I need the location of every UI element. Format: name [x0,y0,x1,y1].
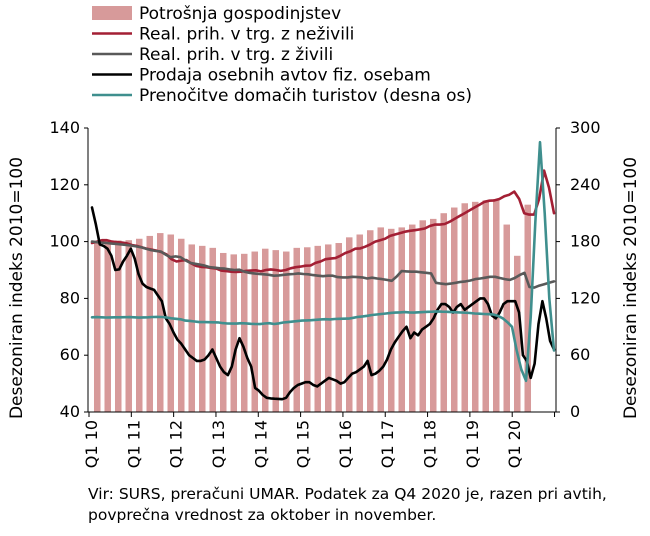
bar-potrosnja-gospodinjstev [282,251,290,412]
bar-potrosnja-gospodinjstev [387,228,395,412]
right-tick-label: 300 [570,118,601,137]
right-tick-label: 240 [570,175,601,194]
bar-potrosnja-gospodinjstev [314,245,322,412]
x-tick-label: Q1 11 [124,420,143,468]
bar-potrosnja-gospodinjstev [408,224,416,412]
bar-potrosnja-gospodinjstev [198,245,206,412]
bar-potrosnja-gospodinjstev [114,240,122,412]
bar-potrosnja-gospodinjstev [251,251,259,412]
x-tick-label: Q1 10 [82,420,101,468]
bar-potrosnja-gospodinjstev [167,234,175,412]
x-tick-label: Q1 17 [378,420,397,468]
bar-potrosnja-gospodinjstev [324,244,332,412]
legend-label: Real. prih. v trg. z neživili [139,25,354,45]
line-prodaja-osebnih-avtov-fiz-osebam [90,206,556,401]
bar-potrosnja-gospodinjstev [177,238,185,412]
bar-potrosnja-gospodinjstev [146,235,154,412]
left-tick-label: 60 [60,345,80,364]
line-series-group [90,140,556,401]
bar-potrosnja-gospodinjstev [272,250,280,412]
bar-potrosnja-gospodinjstev [356,234,364,412]
bar-potrosnja-gospodinjstev [492,199,500,412]
bar-potrosnja-gospodinjstev [125,240,133,412]
left-axis-title: Desezoniran indeks 2010=100 [7,157,27,419]
x-tick-label: Q1 20 [505,420,524,468]
x-tick-label: Q1 14 [251,420,270,468]
legend-label: Potrošnja gospodinjstev [139,4,341,24]
bar-potrosnja-gospodinjstev [135,238,143,412]
bar-potrosnja-gospodinjstev [524,204,532,412]
bar-potrosnja-gospodinjstev [293,247,301,412]
x-tick-label: Q1 15 [294,420,313,468]
bar-potrosnja-gospodinjstev [503,224,511,412]
bar-potrosnja-gospodinjstev [188,244,196,412]
legend-label: Prodaja osebnih avtov fiz. osebam [139,66,431,86]
legend-label: Prenočitve domačih turistov (desna os) [139,86,472,106]
line-prenocitve-domacih-turistov-desna-os [90,140,556,383]
bar-potrosnja-gospodinjstev [261,248,269,412]
bar-potrosnja-gospodinjstev [377,227,385,412]
left-tick-label: 80 [60,288,80,307]
line-real-prih-v-trg-z-zivili [90,240,556,289]
right-axis-title: Desezoniran indeks 2010=100 [621,157,641,419]
bar-potrosnja-gospodinjstev [104,240,112,412]
axes-group: 40 60 80 100 120 140 0 60 120 180 240 300 Q1 10 Q1 11… [7,118,641,468]
bar-potrosnja-gospodinjstev [303,247,311,412]
bar-potrosnja-gospodinjstev [398,227,406,412]
right-tick-label: 180 [570,232,601,251]
bar-potrosnja-gospodinjstev [240,253,248,412]
bar-series-group [93,199,532,412]
bar-potrosnja-gospodinjstev [429,218,437,412]
bar-potrosnja-gospodinjstev [335,243,343,412]
x-tick-label: Q1 19 [463,420,482,468]
bar-potrosnja-gospodinjstev [471,201,479,412]
x-tick-label: Q1 18 [421,420,440,468]
source-note: Vir: SURS, preračuni UMAR. Podatek za Q4… [88,485,607,524]
bar-potrosnja-gospodinjstev [419,220,427,412]
bar-potrosnja-gospodinjstev [156,233,164,412]
legend-swatch-bar [92,6,132,20]
left-tick-label: 100 [49,232,80,251]
bar-potrosnja-gospodinjstev [482,200,490,412]
x-tick-label: Q1 12 [167,420,186,468]
right-tick-label: 60 [570,345,590,364]
right-tick-label: 0 [570,402,580,421]
bar-potrosnja-gospodinjstev [209,247,217,412]
left-tick-label: 120 [49,175,80,194]
right-tick-label: 120 [570,288,601,307]
bar-potrosnja-gospodinjstev [230,254,238,412]
bar-potrosnja-gospodinjstev [345,237,353,412]
bar-potrosnja-gospodinjstev [219,252,227,412]
left-tick-label: 140 [49,118,80,137]
x-tick-label: Q1 16 [336,420,355,468]
bar-potrosnja-gospodinjstev [513,255,521,412]
bar-potrosnja-gospodinjstev [366,230,374,412]
legend-label: Real. prih. v trg. z živili [139,45,333,65]
bar-potrosnja-gospodinjstev [93,241,101,412]
x-tick-label: Q1 13 [209,420,228,468]
left-tick-label: 40 [60,402,80,421]
